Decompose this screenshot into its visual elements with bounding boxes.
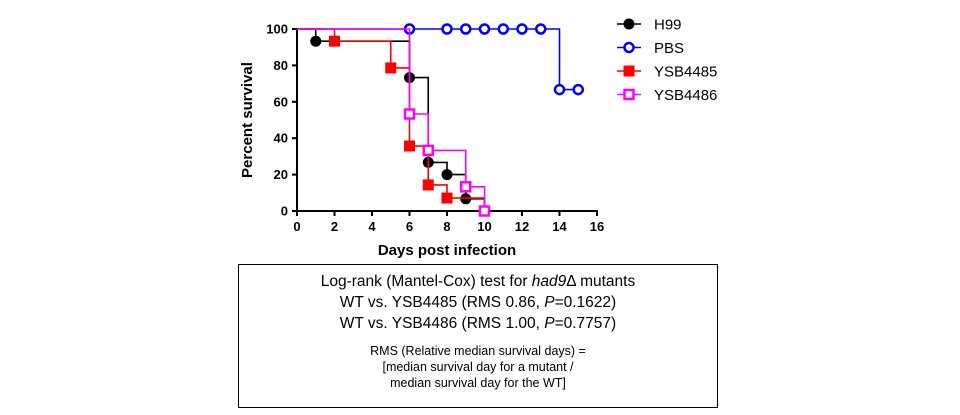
data-point-ysb4486 [422, 144, 434, 157]
legend-marker-ysb4486 [623, 88, 635, 101]
comparison-ysb4486: WT vs. YSB4486 (RMS 1.00, P=0.7757) [239, 313, 717, 334]
data-point-ysb4485 [404, 140, 415, 152]
legend-label-h99: H99 [654, 17, 682, 34]
axes: 0 2 4 6 8 10 12 14 16 0 20 40 60 80 100 [266, 22, 604, 235]
x-tick-label: 0 [293, 219, 300, 234]
legend-label-ysb4485: YSB4485 [654, 64, 717, 81]
legend-item-ysb4486: YSB4486 [617, 87, 717, 104]
data-point-pbs [535, 23, 547, 35]
x-tick-label: 12 [515, 219, 529, 234]
data-point-pbs [478, 23, 491, 35]
statistics-note-box: Log-rank (Mantel-Cox) test for had9Δ mut… [238, 264, 718, 408]
legend-item-h99: H99 [617, 17, 682, 34]
p-symbol: P [544, 315, 555, 332]
x-tick-label: 6 [406, 219, 413, 234]
data-point-pbs [460, 23, 472, 35]
logrank-title-suffix: Δ mutants [566, 273, 636, 290]
y-tick-label: 60 [274, 94, 288, 109]
comparison-ysb4485-prefix: WT vs. YSB4485 (RMS 0.86, [339, 294, 545, 311]
comparison-ysb4485-pvalue: =0.1622) [554, 294, 617, 311]
logrank-title: Log-rank (Mantel-Cox) test for had9Δ mut… [239, 271, 717, 292]
data-point-ysb4485 [441, 192, 453, 204]
legend-item-pbs: PBS [617, 40, 684, 57]
legend: H99 PBS YSB4485 YSB4486 [617, 17, 717, 104]
data-point-ysb4486 [478, 205, 491, 217]
gene-name: had9 [531, 273, 567, 290]
series-line-pbs [297, 28, 579, 91]
y-tick-label: 40 [274, 131, 288, 146]
data-point-ysb4485 [422, 179, 434, 191]
x-tick-label: 16 [590, 219, 604, 234]
comparison-ysb4485: WT vs. YSB4485 (RMS 0.86, P=0.1622) [239, 292, 717, 313]
legend-marker-h99 [623, 18, 635, 30]
data-point-ysb4485 [385, 62, 397, 74]
legend-label-ysb4486: YSB4486 [654, 87, 717, 104]
data-point-ysb4486 [460, 181, 472, 193]
data-point-pbs [553, 83, 566, 96]
survival-chart: 0 2 4 6 8 10 12 14 16 0 20 40 60 80 100 H99 PBS YSB4485 Y… [239, 17, 717, 260]
series-ysb4486 [297, 28, 491, 217]
rms-formula-denominator: median survival day for the WT] [390, 376, 566, 390]
data-point-pbs [572, 83, 584, 96]
data-point-pbs [441, 23, 453, 35]
rms-definition: RMS (Relative median survival days) = [370, 344, 586, 358]
comparison-ysb4486-pvalue: =0.7757) [554, 315, 617, 332]
y-axis-title: Percent survival [239, 62, 256, 178]
legend-label-pbs: PBS [654, 40, 684, 57]
data-point-h99 [441, 169, 453, 181]
legend-marker-pbs [623, 41, 635, 54]
rms-formula-numerator: [median survival day for a mutant / [382, 360, 574, 374]
data-point-pbs [516, 23, 528, 35]
comparison-ysb4486-prefix: WT vs. YSB4486 (RMS 1.00, [339, 315, 545, 332]
x-tick-label: 2 [331, 219, 338, 234]
data-point-ysb4486 [403, 108, 416, 120]
legend-marker-ysb4485 [623, 65, 635, 77]
series-layer [297, 23, 584, 217]
x-tick-label: 14 [552, 219, 567, 234]
y-tick-label: 0 [281, 204, 288, 219]
y-tick-label: 20 [274, 167, 288, 182]
logrank-title-prefix: Log-rank (Mantel-Cox) test for [320, 273, 532, 290]
data-point-pbs [497, 23, 509, 35]
data-point-h99 [310, 35, 322, 47]
data-point-ysb4485 [329, 35, 340, 47]
x-tick-label: 4 [368, 219, 376, 234]
x-tick-label: 8 [443, 219, 450, 234]
y-tick-label: 100 [266, 22, 288, 37]
legend-item-ysb4485: YSB4485 [617, 64, 717, 81]
p-symbol: P [544, 294, 555, 311]
series-line-ysb4485 [297, 28, 486, 211]
x-tick-label: 10 [477, 219, 491, 234]
x-axis-title: Days post infection [378, 242, 516, 259]
y-tick-label: 80 [274, 58, 288, 73]
series-pbs [297, 23, 584, 96]
